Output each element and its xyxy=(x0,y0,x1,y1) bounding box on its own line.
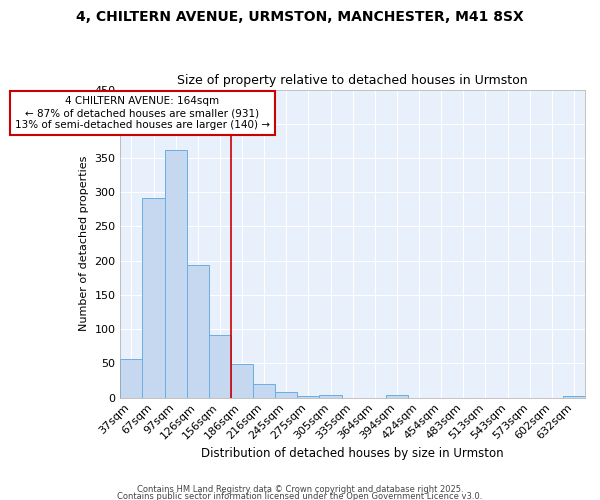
Bar xyxy=(386,395,408,398)
Text: Contains HM Land Registry data © Crown copyright and database right 2025.: Contains HM Land Registry data © Crown c… xyxy=(137,486,463,494)
Y-axis label: Number of detached properties: Number of detached properties xyxy=(79,156,89,332)
Title: Size of property relative to detached houses in Urmston: Size of property relative to detached ho… xyxy=(178,74,528,87)
Bar xyxy=(231,364,253,398)
Bar xyxy=(275,392,298,398)
Text: Contains public sector information licensed under the Open Government Licence v3: Contains public sector information licen… xyxy=(118,492,482,500)
Bar xyxy=(253,384,275,398)
Text: 4 CHILTERN AVENUE: 164sqm
← 87% of detached houses are smaller (931)
13% of semi: 4 CHILTERN AVENUE: 164sqm ← 87% of detac… xyxy=(15,96,270,130)
Bar xyxy=(164,150,187,398)
Bar xyxy=(319,395,341,398)
Text: 4, CHILTERN AVENUE, URMSTON, MANCHESTER, M41 8SX: 4, CHILTERN AVENUE, URMSTON, MANCHESTER,… xyxy=(76,10,524,24)
Bar xyxy=(563,396,585,398)
Bar xyxy=(209,334,231,398)
Bar xyxy=(121,358,142,398)
Bar xyxy=(187,266,209,398)
Bar xyxy=(142,198,164,398)
X-axis label: Distribution of detached houses by size in Urmston: Distribution of detached houses by size … xyxy=(202,447,504,460)
Bar xyxy=(298,396,319,398)
